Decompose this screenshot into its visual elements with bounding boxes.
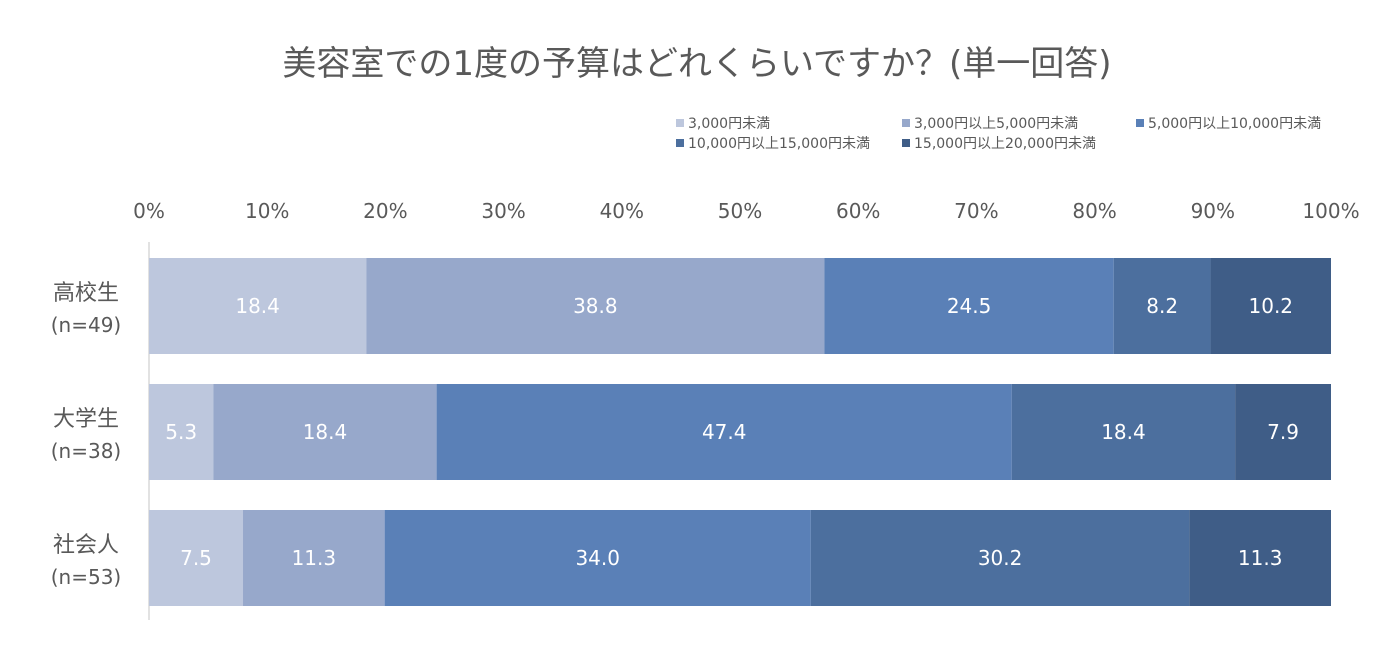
legend-label: 3,000円以上5,000円未満: [914, 116, 1079, 132]
legend-row: 3,000円未満 3,000円以上5,000円未満 5,000円以上10,000…: [676, 113, 1376, 133]
bar-segment: [384, 510, 811, 606]
legend-swatch: [676, 119, 684, 127]
category-labels: 高校生 (n=49) 大学生 (n=38) 社会人 (n=53): [51, 281, 122, 589]
x-tick-label: 50%: [718, 199, 762, 223]
bar-segment: [213, 384, 437, 480]
bars: [149, 258, 1331, 606]
data-labels: 18.4 38.8 24.5 8.2 10.2 5.3 18.4 47.4 18.4 7.9 7.5…: [165, 294, 1299, 570]
data-label: 8.2: [1146, 294, 1178, 318]
legend-item: 10,000円以上15,000円未満: [676, 133, 902, 153]
legend-swatch: [676, 139, 684, 147]
data-label: 30.2: [978, 546, 1023, 570]
legend: 3,000円未満 3,000円以上5,000円未満 5,000円以上10,000…: [676, 113, 1376, 153]
data-label: 5.3: [165, 420, 197, 444]
x-tick-label: 80%: [1072, 199, 1116, 223]
category-n-label: (n=53): [51, 565, 122, 589]
category-n-label: (n=49): [51, 313, 122, 337]
legend-label: 15,000円以上20,000円未満: [914, 136, 1096, 152]
bar-segment: [824, 258, 1114, 354]
x-tick-label: 60%: [836, 199, 880, 223]
bar-segment: [1113, 258, 1211, 354]
data-label: 10.2: [1249, 294, 1294, 318]
data-label: 18.4: [235, 294, 280, 318]
data-label: 47.4: [702, 420, 747, 444]
bar-segment: [1210, 258, 1331, 354]
legend-swatch: [902, 119, 910, 127]
x-tick-label: 20%: [363, 199, 407, 223]
bar-segment: [366, 258, 825, 354]
x-axis-ticks: 0% 10% 20% 30% 40% 50% 60% 70% 80% 90% 100%: [133, 199, 1359, 223]
data-label: 38.8: [573, 294, 618, 318]
x-tick-label: 0%: [133, 199, 165, 223]
data-label: 34.0: [575, 546, 620, 570]
bar-segment: [1011, 384, 1236, 480]
x-tick-label: 30%: [481, 199, 525, 223]
x-tick-label: 70%: [954, 199, 998, 223]
category-label: 社会人: [53, 533, 119, 558]
bar-segment: [810, 510, 1190, 606]
legend-item: 15,000円以上20,000円未満: [902, 133, 1096, 153]
x-tick-label: 100%: [1302, 199, 1359, 223]
legend-row: 10,000円以上15,000円未満 15,000円以上20,000円未満: [676, 133, 1376, 153]
category-label: 大学生: [53, 407, 119, 432]
chart-title: 美容室での1度の予算はどれくらいですか？(単一回答): [282, 44, 1112, 84]
data-label: 18.4: [303, 420, 348, 444]
category-n-label: (n=38): [51, 439, 122, 463]
category-label: 高校生: [53, 281, 119, 306]
bar-segment: [1235, 384, 1331, 480]
legend-swatch: [902, 139, 910, 147]
bar-segment: [1189, 510, 1331, 606]
legend-label: 10,000円以上15,000円未満: [688, 136, 870, 152]
x-tick-label: 10%: [245, 199, 289, 223]
legend-item: 5,000円以上10,000円未満: [1136, 113, 1321, 133]
data-label: 11.3: [1238, 546, 1283, 570]
data-label: 7.5: [180, 546, 212, 570]
bar-segment: [149, 258, 367, 354]
bar-segment: [149, 384, 214, 480]
data-label: 24.5: [947, 294, 992, 318]
data-label: 7.9: [1267, 420, 1299, 444]
bar-segment: [436, 384, 1012, 480]
bar-segment: [149, 510, 244, 606]
data-label: 11.3: [292, 546, 337, 570]
legend-item: 3,000円未満: [676, 113, 902, 133]
legend-label: 5,000円以上10,000円未満: [1148, 116, 1322, 132]
legend-label: 3,000円未満: [688, 116, 771, 132]
data-label: 18.4: [1101, 420, 1146, 444]
x-tick-label: 40%: [600, 199, 644, 223]
x-tick-label: 90%: [1191, 199, 1235, 223]
legend-item: 3,000円以上5,000円未満: [902, 113, 1136, 133]
legend-swatch: [1136, 119, 1144, 127]
bar-segment: [243, 510, 385, 606]
